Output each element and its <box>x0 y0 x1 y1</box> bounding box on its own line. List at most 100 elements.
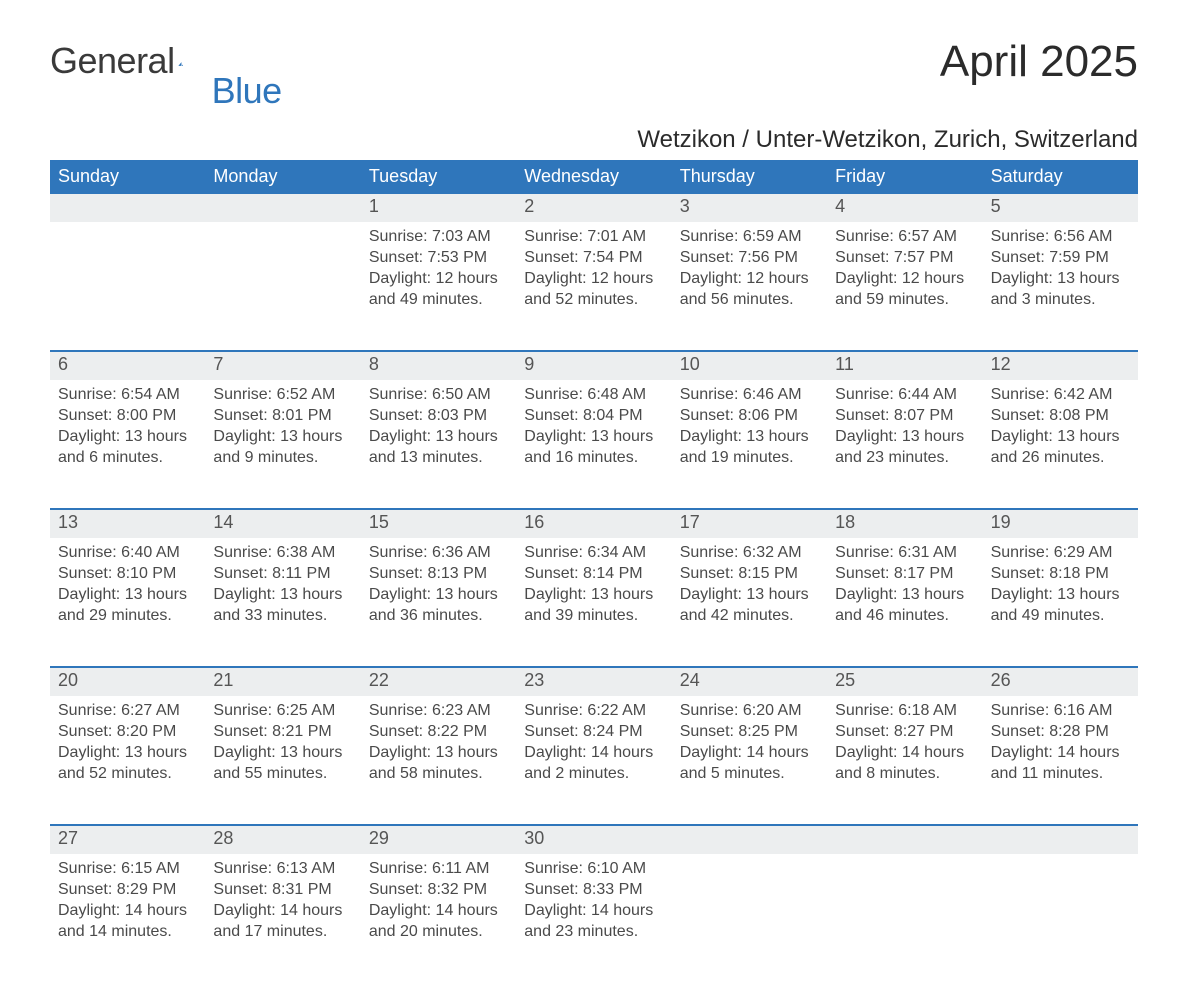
daylight-line-1: Daylight: 13 hours <box>58 426 197 447</box>
sunrise-line: Sunrise: 6:15 AM <box>58 858 197 879</box>
sunset-line: Sunset: 8:03 PM <box>369 405 508 426</box>
daylight-line-2: and 17 minutes. <box>213 921 352 942</box>
daylight-line-1: Daylight: 13 hours <box>835 584 974 605</box>
day-cell: Sunrise: 6:36 AMSunset: 8:13 PMDaylight:… <box>361 538 516 652</box>
week-row: 13141516171819Sunrise: 6:40 AMSunset: 8:… <box>50 508 1138 652</box>
daylight-line-2: and 8 minutes. <box>835 763 974 784</box>
week-row: 12345Sunrise: 7:03 AMSunset: 7:53 PMDayl… <box>50 194 1138 336</box>
sunset-line: Sunset: 7:59 PM <box>991 247 1130 268</box>
sunrise-line: Sunrise: 6:13 AM <box>213 858 352 879</box>
daylight-line-2: and 46 minutes. <box>835 605 974 626</box>
day-number: 4 <box>827 194 982 222</box>
weekday-header: Monday <box>205 160 360 194</box>
weekday-header: Friday <box>827 160 982 194</box>
day-cell: Sunrise: 6:22 AMSunset: 8:24 PMDaylight:… <box>516 696 671 810</box>
sunset-line: Sunset: 8:29 PM <box>58 879 197 900</box>
daylight-line-1: Daylight: 12 hours <box>680 268 819 289</box>
daylight-line-2: and 19 minutes. <box>680 447 819 468</box>
daynum-strip: 20212223242526 <box>50 668 1138 696</box>
daylight-line-1: Daylight: 14 hours <box>524 900 663 921</box>
sunset-line: Sunset: 8:14 PM <box>524 563 663 584</box>
day-cell: Sunrise: 6:16 AMSunset: 8:28 PMDaylight:… <box>983 696 1138 810</box>
daylight-line-2: and 49 minutes. <box>991 605 1130 626</box>
sunrise-line: Sunrise: 6:50 AM <box>369 384 508 405</box>
daylight-line-2: and 52 minutes. <box>524 289 663 310</box>
daynum-strip: 27282930 <box>50 826 1138 854</box>
daylight-line-1: Daylight: 13 hours <box>213 426 352 447</box>
daynum-strip: 6789101112 <box>50 352 1138 380</box>
sunset-line: Sunset: 8:00 PM <box>58 405 197 426</box>
day-cell: Sunrise: 7:03 AMSunset: 7:53 PMDaylight:… <box>361 222 516 336</box>
day-number: 8 <box>361 352 516 380</box>
sunrise-line: Sunrise: 6:31 AM <box>835 542 974 563</box>
day-number: 1 <box>361 194 516 222</box>
brand-blue: Blue <box>212 70 282 112</box>
daylight-line-1: Daylight: 12 hours <box>369 268 508 289</box>
day-cell: Sunrise: 6:29 AMSunset: 8:18 PMDaylight:… <box>983 538 1138 652</box>
daylight-line-2: and 5 minutes. <box>680 763 819 784</box>
daylight-line-2: and 13 minutes. <box>369 447 508 468</box>
day-cell: Sunrise: 6:15 AMSunset: 8:29 PMDaylight:… <box>50 854 205 968</box>
day-cell: Sunrise: 6:20 AMSunset: 8:25 PMDaylight:… <box>672 696 827 810</box>
day-number: 18 <box>827 510 982 538</box>
day-number: 16 <box>516 510 671 538</box>
day-number: 21 <box>205 668 360 696</box>
day-cell: Sunrise: 6:48 AMSunset: 8:04 PMDaylight:… <box>516 380 671 494</box>
day-number: 19 <box>983 510 1138 538</box>
daylight-line-1: Daylight: 14 hours <box>991 742 1130 763</box>
daylight-line-1: Daylight: 14 hours <box>524 742 663 763</box>
day-number: 20 <box>50 668 205 696</box>
day-number: 14 <box>205 510 360 538</box>
sunset-line: Sunset: 8:21 PM <box>213 721 352 742</box>
sunrise-line: Sunrise: 6:40 AM <box>58 542 197 563</box>
day-number: 11 <box>827 352 982 380</box>
sunrise-line: Sunrise: 6:54 AM <box>58 384 197 405</box>
calendar: Sunday Monday Tuesday Wednesday Thursday… <box>50 160 1138 968</box>
daylight-line-2: and 23 minutes. <box>835 447 974 468</box>
brand-general: General <box>50 40 175 82</box>
sunrise-line: Sunrise: 6:29 AM <box>991 542 1130 563</box>
daylight-line-2: and 39 minutes. <box>524 605 663 626</box>
daylight-line-1: Daylight: 13 hours <box>991 584 1130 605</box>
daylight-line-2: and 56 minutes. <box>680 289 819 310</box>
daylight-line-1: Daylight: 13 hours <box>58 584 197 605</box>
day-cell: Sunrise: 6:27 AMSunset: 8:20 PMDaylight:… <box>50 696 205 810</box>
daylight-line-2: and 52 minutes. <box>58 763 197 784</box>
sunrise-line: Sunrise: 6:56 AM <box>991 226 1130 247</box>
day-number: 22 <box>361 668 516 696</box>
day-number: 5 <box>983 194 1138 222</box>
sunset-line: Sunset: 8:18 PM <box>991 563 1130 584</box>
day-cell: Sunrise: 6:23 AMSunset: 8:22 PMDaylight:… <box>361 696 516 810</box>
sunrise-line: Sunrise: 6:42 AM <box>991 384 1130 405</box>
day-cell: Sunrise: 6:31 AMSunset: 8:17 PMDaylight:… <box>827 538 982 652</box>
sunrise-line: Sunrise: 6:23 AM <box>369 700 508 721</box>
day-number: 26 <box>983 668 1138 696</box>
daylight-line-1: Daylight: 13 hours <box>680 584 819 605</box>
daylight-line-1: Daylight: 13 hours <box>835 426 974 447</box>
day-number: 2 <box>516 194 671 222</box>
sunrise-line: Sunrise: 7:03 AM <box>369 226 508 247</box>
sunset-line: Sunset: 8:25 PM <box>680 721 819 742</box>
day-number: 6 <box>50 352 205 380</box>
sunset-line: Sunset: 8:33 PM <box>524 879 663 900</box>
day-number <box>50 194 205 222</box>
daylight-line-1: Daylight: 13 hours <box>213 742 352 763</box>
day-number: 17 <box>672 510 827 538</box>
sunrise-line: Sunrise: 6:48 AM <box>524 384 663 405</box>
sunset-line: Sunset: 8:07 PM <box>835 405 974 426</box>
day-cell: Sunrise: 6:34 AMSunset: 8:14 PMDaylight:… <box>516 538 671 652</box>
weekday-header: Saturday <box>983 160 1138 194</box>
page-title: April 2025 <box>940 40 1138 84</box>
sunrise-line: Sunrise: 6:32 AM <box>680 542 819 563</box>
daylight-line-1: Daylight: 13 hours <box>58 742 197 763</box>
sunset-line: Sunset: 8:32 PM <box>369 879 508 900</box>
day-number <box>672 826 827 854</box>
sunrise-line: Sunrise: 6:38 AM <box>213 542 352 563</box>
sunrise-line: Sunrise: 6:27 AM <box>58 700 197 721</box>
weekday-header: Wednesday <box>516 160 671 194</box>
day-cell <box>827 854 982 968</box>
sunset-line: Sunset: 8:22 PM <box>369 721 508 742</box>
weekday-header: Sunday <box>50 160 205 194</box>
day-cell: Sunrise: 6:46 AMSunset: 8:06 PMDaylight:… <box>672 380 827 494</box>
sunset-line: Sunset: 8:27 PM <box>835 721 974 742</box>
